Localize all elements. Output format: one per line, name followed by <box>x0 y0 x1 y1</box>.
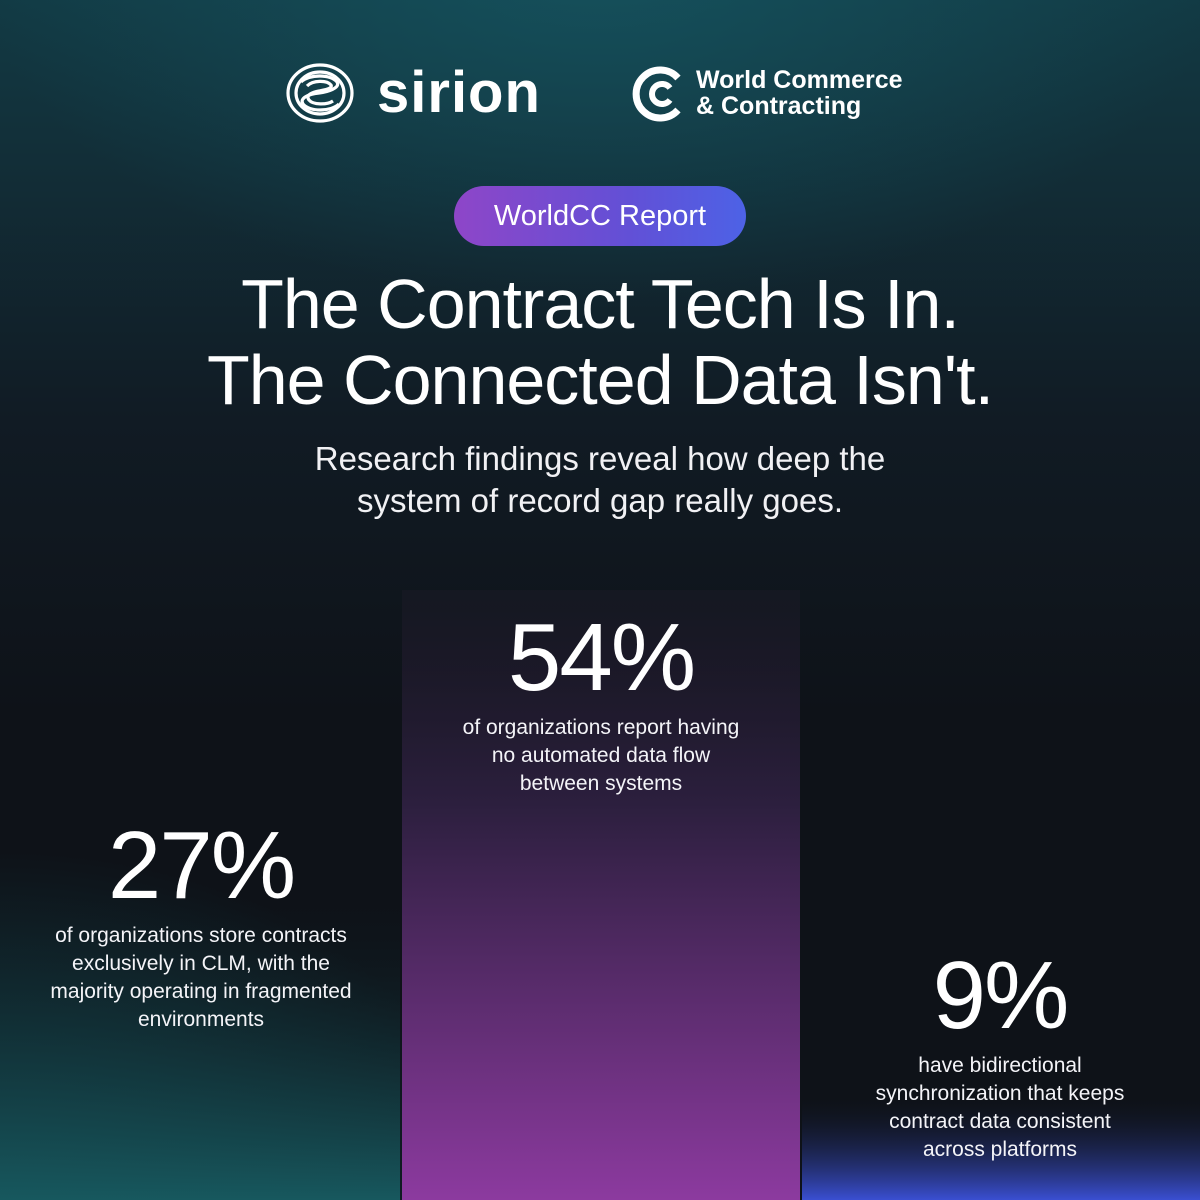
desc-line: across platforms <box>922 1138 1078 1161</box>
desc-line: environments <box>137 1008 265 1031</box>
stat-description-27: of organizations store contracts exclusi… <box>20 922 382 1034</box>
wcc-line-2: & Contracting <box>696 92 862 120</box>
data-label-54: 54% <box>507 604 696 711</box>
stat-27: 27% of organizations store contracts exc… <box>20 816 382 1034</box>
stat-54: 54% of organizations report having no au… <box>402 608 800 798</box>
desc-line: of organizations store contracts <box>55 924 347 947</box>
subheadline-line-1: Research findings reveal how deep the <box>314 440 886 477</box>
desc-line: of organizations report having <box>462 716 740 739</box>
desc-line: have bidirectional <box>918 1054 1082 1077</box>
bar-9 <box>802 1098 1200 1200</box>
sirion-swirl-icon <box>286 63 354 123</box>
stat-description-9: have bidirectional synchronization that … <box>820 1052 1180 1164</box>
headline-line-2: The Connected Data Isn't. <box>206 341 994 419</box>
wcc-ring-icon <box>632 66 681 122</box>
desc-line: synchronization that keeps <box>875 1082 1125 1105</box>
sirion-logo: sirion <box>285 62 575 124</box>
headline: The Contract Tech Is In. The Connected D… <box>0 266 1200 418</box>
wcc-line-1: World Commerce <box>696 66 903 94</box>
desc-line: majority operating in fragmented <box>50 980 352 1003</box>
headline-line-1: The Contract Tech Is In. <box>241 265 960 343</box>
wcc-logo: World Commerce & Contracting <box>632 62 932 124</box>
data-label-9: 9% <box>932 942 1070 1049</box>
subheadline: Research findings reveal how deep the sy… <box>0 438 1200 522</box>
data-label-27: 27% <box>107 812 296 919</box>
desc-line: no automated data flow <box>491 744 711 767</box>
desc-line: between systems <box>519 772 683 795</box>
bar-27 <box>0 895 400 1200</box>
subheadline-line-2: system of record gap really goes. <box>356 482 844 519</box>
header: sirion World Commerce & Contracting <box>0 60 1200 126</box>
bar-54 <box>402 590 800 1200</box>
stat-9: 9% have bidirectional synchronization th… <box>820 946 1180 1164</box>
stat-description-54: of organizations report having no automa… <box>402 714 800 798</box>
sirion-wordmark: sirion <box>377 60 541 125</box>
desc-line: contract data consistent <box>889 1110 1111 1133</box>
report-badge: WorldCC Report <box>454 186 746 246</box>
desc-line: exclusively in CLM, with the <box>72 952 330 975</box>
wcc-wordmark: World Commerce & Contracting <box>696 67 903 119</box>
